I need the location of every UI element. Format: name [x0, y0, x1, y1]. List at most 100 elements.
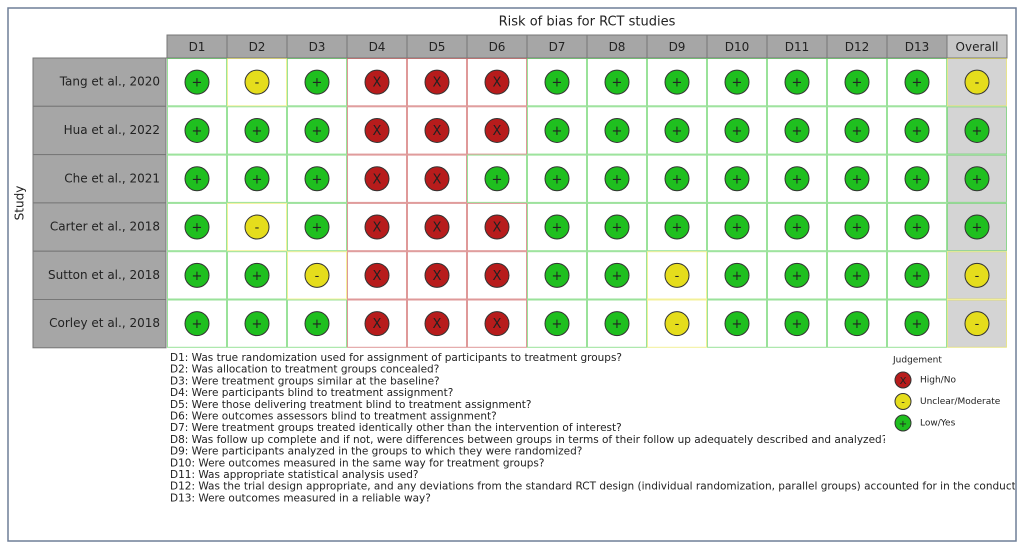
judgement-symbol: + — [792, 124, 803, 139]
judgement-symbol: + — [552, 172, 563, 187]
judgement-dot — [484, 166, 510, 192]
study-label: Carter et al., 2018 — [50, 220, 160, 234]
judgement-symbol: + — [192, 172, 203, 187]
judgement-symbol: + — [612, 221, 623, 236]
judgement-dot — [784, 262, 810, 288]
judgement-symbol: + — [552, 317, 563, 332]
note: D5: Were those delivering treatment blin… — [170, 399, 531, 411]
judgement-dot — [604, 311, 630, 337]
judgement-dot — [904, 214, 930, 240]
judgement-symbol: - — [975, 76, 980, 91]
judgement-symbol: + — [792, 269, 803, 284]
judgement-dot — [664, 262, 690, 288]
judgement-symbol: - — [315, 269, 320, 284]
column-label: D13 — [905, 40, 930, 54]
judgement-symbol: + — [852, 269, 863, 284]
judgement-symbol: + — [912, 124, 923, 139]
judgement-dot — [304, 214, 330, 240]
cell — [347, 299, 407, 348]
judgement-dot — [844, 214, 870, 240]
judgement-dot — [904, 262, 930, 288]
judgement-dot — [184, 69, 210, 95]
judgement-dot — [364, 311, 390, 337]
judgement-dot — [364, 262, 390, 288]
judgement-dot — [244, 69, 270, 95]
note: D2: Was allocation to treatment groups c… — [170, 364, 439, 376]
judgement-dot — [964, 69, 990, 95]
judgement-symbol: + — [552, 76, 563, 91]
judgement-dot — [244, 117, 270, 143]
note: D8: Was follow up complete and if not, w… — [170, 434, 887, 446]
cell — [947, 58, 1007, 107]
note: D3: Were treatment groups similar at the… — [170, 375, 440, 387]
column-label: D6 — [489, 40, 506, 54]
judgement-symbol: - — [255, 221, 260, 236]
legend-label: Low/Yes — [920, 419, 956, 429]
judgement-dot — [184, 214, 210, 240]
judgement-symbol: - — [675, 317, 680, 332]
judgement-dot — [484, 117, 510, 143]
legend-symbol: - — [901, 398, 905, 409]
legend-label: High/No — [920, 376, 956, 386]
judgement-symbol: X — [373, 76, 382, 91]
judgement-symbol: + — [912, 269, 923, 284]
judgement-symbol: X — [433, 124, 442, 139]
judgement-dot — [424, 262, 450, 288]
judgement-dot — [784, 214, 810, 240]
judgement-dot — [424, 69, 450, 95]
judgement-symbol: + — [792, 76, 803, 91]
judgement-symbol: + — [612, 124, 623, 139]
judgement-dot — [604, 166, 630, 192]
judgement-dot — [844, 262, 870, 288]
judgement-symbol: X — [373, 269, 382, 284]
judgement-symbol: + — [852, 76, 863, 91]
judgement-dot — [244, 311, 270, 337]
note: D6: Were outcomes assessors blind to tre… — [170, 411, 497, 423]
judgement-symbol: - — [255, 76, 260, 91]
note: D11: Was appropriate statistical analysi… — [170, 469, 419, 481]
judgement-dot — [844, 311, 870, 337]
judgement-dot — [964, 262, 990, 288]
judgement-symbol: + — [492, 172, 503, 187]
column-label: D1 — [189, 40, 206, 54]
column-label: D7 — [549, 40, 566, 54]
judgement-symbol: + — [252, 317, 263, 332]
judgement-dot — [244, 214, 270, 240]
study-label: Hua et al., 2022 — [64, 123, 160, 137]
legend-label: Unclear/Moderate — [920, 397, 1001, 407]
legend-dot — [894, 371, 912, 389]
judgement-dot — [784, 69, 810, 95]
judgement-symbol: + — [912, 317, 923, 332]
judgement-dot — [904, 166, 930, 192]
judgement-symbol: + — [192, 221, 203, 236]
legend-symbol: X — [900, 376, 907, 387]
note: D7: Were treatment groups treated identi… — [170, 422, 622, 434]
note: D9: Were participants analyzed in the gr… — [170, 446, 582, 458]
judgement-symbol: X — [433, 76, 442, 91]
judgement-symbol: + — [612, 317, 623, 332]
judgement-symbol: + — [972, 221, 983, 236]
judgement-symbol: + — [672, 221, 683, 236]
judgement-dot — [604, 69, 630, 95]
judgement-dot — [544, 262, 570, 288]
note: D12: Was the trial design appropriate, a… — [170, 481, 1024, 493]
judgement-symbol: + — [732, 124, 743, 139]
judgement-symbol: - — [675, 269, 680, 284]
judgement-dot — [304, 311, 330, 337]
study-label: Corley et al., 2018 — [49, 316, 160, 330]
judgement-symbol: + — [312, 124, 323, 139]
judgement-dot — [964, 311, 990, 337]
note: D1: Was true randomization used for assi… — [170, 352, 622, 364]
judgement-dot — [424, 117, 450, 143]
judgement-symbol: X — [433, 269, 442, 284]
judgement-symbol: X — [493, 124, 502, 139]
judgement-symbol: + — [852, 172, 863, 187]
judgement-dot — [964, 117, 990, 143]
judgement-dot — [904, 69, 930, 95]
judgement-dot — [244, 262, 270, 288]
judgement-dot — [184, 166, 210, 192]
judgement-dot — [544, 166, 570, 192]
column-label: D8 — [609, 40, 626, 54]
judgement-dot — [244, 166, 270, 192]
cell — [647, 251, 707, 300]
